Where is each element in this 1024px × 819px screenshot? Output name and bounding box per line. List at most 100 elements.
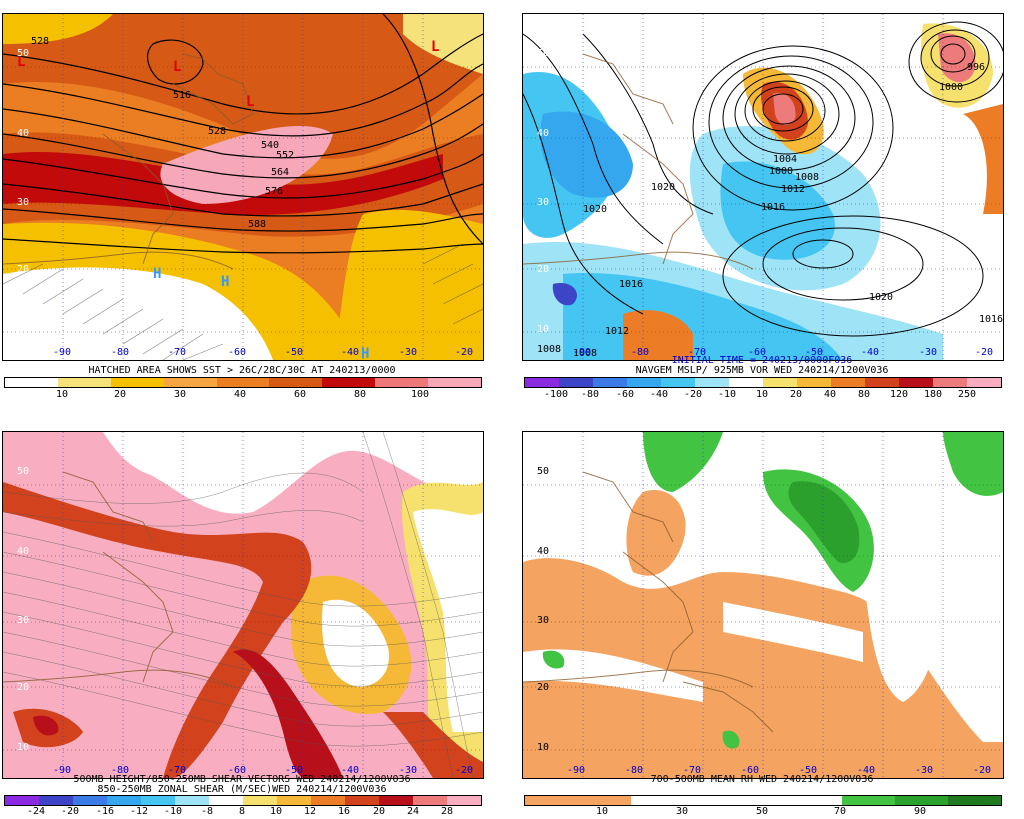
colorbar-label: 16: [337, 806, 351, 817]
colorbar-label: 10: [755, 389, 769, 400]
lon-label: -80: [111, 765, 130, 776]
lon-label: -30: [399, 765, 418, 776]
map-500mb-height: [3, 14, 483, 360]
lon-label: -80: [111, 347, 130, 358]
colorbar-label: 50: [755, 806, 769, 817]
colorbar-label: -8: [200, 806, 214, 817]
isobar-label: 1000: [939, 82, 964, 93]
lon-label: -30: [915, 765, 934, 776]
colorbar-label: 20: [789, 389, 803, 400]
lat-label: 50: [17, 466, 30, 477]
colorbar-label: 80: [857, 389, 871, 400]
panel-mean-rh: 50 40 30 20 10 -90 -80 -70 -60 -50 -40 -…: [522, 431, 1004, 779]
lon-label: -80: [631, 347, 650, 358]
lat-label: 50: [537, 48, 550, 59]
lat-label: 40: [537, 128, 550, 139]
lat-label: 30: [537, 197, 550, 208]
colorbar-label: 180: [923, 389, 943, 400]
lat-label: 40: [537, 546, 550, 557]
isobar-label: 1020: [583, 204, 608, 215]
lon-label: -40: [861, 347, 880, 358]
colorbar-label: 30: [675, 806, 689, 817]
colorbar-label: 8: [238, 806, 246, 817]
contour-label: 552: [276, 150, 295, 161]
low-symbol: L: [17, 54, 26, 70]
lon-label: -20: [455, 347, 474, 358]
colorbar: [4, 377, 482, 388]
lat-label: 10: [537, 324, 550, 335]
lon-label: -90: [53, 765, 72, 776]
isobar-label: 1008: [537, 344, 562, 355]
isobar-label: 1004: [773, 154, 798, 165]
lon-label: -40: [341, 765, 360, 776]
colorbar-label: -60: [615, 389, 635, 400]
lat-label: 30: [17, 615, 30, 626]
map-zonal-shear: [3, 432, 483, 778]
isobar-label: 1016: [761, 202, 786, 213]
lat-label: 20: [537, 264, 550, 275]
panel-zonal-shear: 50 40 30 20 10 -90 -80 -70 -60 -50 -40 -…: [2, 431, 484, 779]
colorbar-label: 40: [233, 389, 247, 400]
lat-label: 50: [17, 48, 30, 59]
high-symbol: H: [221, 274, 230, 290]
colorbar-labels: -100 -80 -60 -40 -20 -10 10 20 40 80 120…: [522, 389, 1002, 401]
lon-label: -20: [973, 765, 992, 776]
colorbar-label: 10: [595, 806, 609, 817]
low-symbol: L: [246, 94, 255, 110]
contour-label: 540: [261, 140, 280, 151]
lat-label: 30: [537, 615, 550, 626]
lon-label: -80: [625, 765, 644, 776]
colorbar-label: 20: [372, 806, 386, 817]
isobar-label: 996: [967, 62, 986, 73]
isobar-label: 1012: [781, 184, 806, 195]
lon-label: -90: [573, 347, 592, 358]
isobar-label: 1008: [795, 172, 820, 183]
colorbar-label: 10: [55, 389, 69, 400]
contour-label: 528: [31, 36, 50, 47]
colorbar-label: 10: [269, 806, 283, 817]
contour-label: 576: [265, 186, 284, 197]
colorbar-label: -16: [95, 806, 115, 817]
colorbar: [524, 377, 1002, 388]
lon-label: -50: [285, 765, 304, 776]
lon-label: -50: [285, 347, 304, 358]
lon-label: -90: [53, 347, 72, 358]
colorbar-labels: 10 20 30 40 60 80 100: [2, 389, 482, 401]
colorbar-label: 12: [303, 806, 317, 817]
isobar-label: 1020: [651, 182, 676, 193]
panel-500mb-height: 528 516 528 540 552 564 576 588 L L L L …: [2, 13, 484, 361]
colorbar-label: 70: [833, 806, 847, 817]
lon-label: -20: [455, 765, 474, 776]
lat-label: 20: [17, 264, 30, 275]
lon-label: -70: [168, 347, 187, 358]
map-mean-rh: [523, 432, 1003, 778]
colorbar-label: -10: [163, 806, 183, 817]
colorbar-label: 24: [406, 806, 420, 817]
colorbar-label: -80: [580, 389, 600, 400]
low-symbol: L: [431, 39, 440, 55]
map-mslp-vorticity: [523, 14, 1003, 360]
contour-label: 588: [248, 219, 267, 230]
lat-label: 50: [537, 466, 550, 477]
colorbar-label: 250: [957, 389, 977, 400]
lon-label: -60: [748, 347, 767, 358]
lon-label: -50: [805, 347, 824, 358]
panel-caption-line2: 850-250MB ZONAL SHEAR (M/SEC)WED 240214/…: [97, 784, 387, 795]
colorbar-label: -20: [683, 389, 703, 400]
lon-label: -20: [975, 347, 994, 358]
high-symbol: H: [361, 346, 370, 361]
lat-label: 40: [17, 546, 30, 557]
colorbar-label: 80: [353, 389, 367, 400]
lon-label: -50: [799, 765, 818, 776]
lat-label: 20: [537, 682, 550, 693]
colorbar-label: -10: [717, 389, 737, 400]
colorbar-label: -40: [649, 389, 669, 400]
high-symbol: H: [153, 266, 162, 282]
isobar-label: 1020: [869, 292, 894, 303]
low-symbol: L: [173, 59, 182, 75]
lon-label: -40: [341, 347, 360, 358]
lon-label: -90: [567, 765, 586, 776]
lon-label: -30: [399, 347, 418, 358]
colorbar-label: 28: [440, 806, 454, 817]
colorbar-label: 40: [823, 389, 837, 400]
